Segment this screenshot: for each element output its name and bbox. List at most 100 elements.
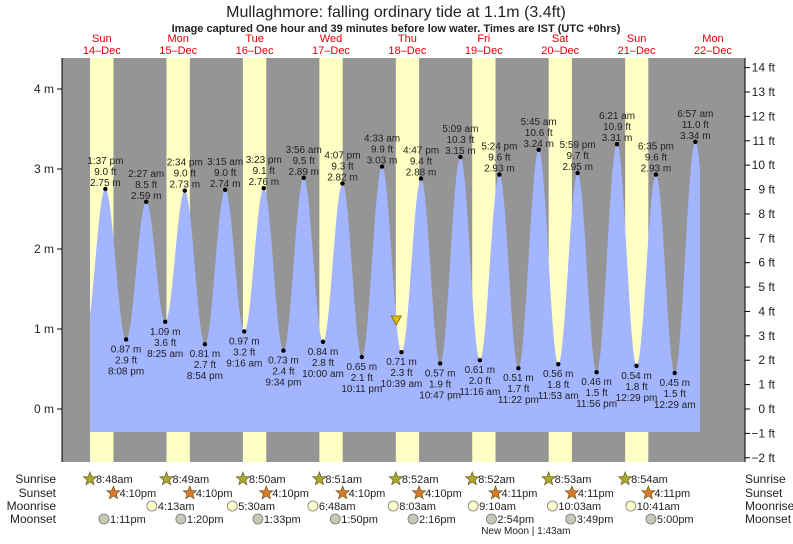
low-tide-time: 8:25 am: [147, 349, 183, 360]
low-tide-point: [123, 337, 129, 342]
moonset-moon-icon: [252, 513, 264, 525]
moonrise-moon-icon: [467, 500, 479, 512]
sunset-time: 4:10pm: [272, 488, 309, 500]
moonset-moon-icon: [407, 513, 419, 525]
right-tick-label: 5 ft: [758, 280, 775, 294]
low-tide-m-label: 0.61 m: [465, 365, 496, 376]
high-tide-point: [143, 199, 149, 204]
low-tide-ft: 1.8 ft: [547, 380, 569, 391]
low-tide-m-label: 0.81 m: [190, 349, 221, 360]
high-tide-time: 2:34 pm: [167, 158, 203, 169]
high-tide-m-label: 2.93 m: [484, 164, 515, 175]
low-tide-time: 9:34 pm: [265, 378, 301, 389]
high-tide-point: [458, 154, 463, 160]
low-tide-m-label: 0.57 m: [425, 368, 456, 379]
low-tide-time: 11:16 am: [459, 387, 500, 398]
low-tide-m-label: 0.73 m: [268, 356, 299, 367]
moonset-time: 5:00pm: [657, 514, 694, 526]
sunset-star-icon: [258, 485, 274, 500]
sunset-time: 4:10pm: [196, 488, 233, 500]
left-tick-label: 1 m: [34, 322, 54, 336]
low-tide-point: [320, 339, 326, 344]
low-tide-m-label: 0.87 m: [111, 344, 142, 355]
left-tick-label: 2 m: [34, 242, 54, 256]
right-tick-label: 11 ft: [753, 134, 776, 148]
high-tide-point: [575, 170, 580, 176]
high-tide-point: [261, 186, 266, 191]
high-tide-ft: 10.3 ft: [446, 135, 474, 146]
low-tide-time: 12:29 pm: [616, 393, 658, 404]
day-name: Sun: [627, 33, 647, 45]
low-tide-m-label: 0.56 m: [543, 369, 574, 380]
low-tide-ft: 2.9 ft: [115, 355, 137, 366]
low-tide-time: 12:29 am: [654, 400, 696, 411]
high-tide-time: 6:35 pm: [638, 142, 674, 153]
moonset-time: 1:50pm: [341, 514, 378, 526]
right-tick-label: 10 ft: [752, 158, 776, 172]
sunset-time: 4:10pm: [349, 488, 386, 500]
sunset-star-icon: [335, 485, 351, 500]
right-tick-label: 12 ft: [752, 109, 776, 123]
low-tide-point: [634, 363, 639, 368]
moonset-time: 2:54pm: [497, 514, 534, 526]
moonset-moon-icon: [565, 513, 577, 525]
sunset-time: 4:11pm: [578, 488, 614, 500]
low-tide-point: [242, 329, 247, 334]
low-tide-time: 11:56 pm: [576, 399, 617, 410]
low-tide-ft: 2.3 ft: [390, 368, 412, 379]
sunrise-star-icon: [541, 471, 557, 486]
high-tide-m-label: 2.93 m: [641, 164, 672, 175]
day-name: Fri: [477, 33, 490, 45]
sunrise-star-icon: [617, 471, 633, 486]
low-tide-time: 10:00 am: [302, 369, 344, 380]
moonset-moon-icon: [329, 513, 341, 525]
day-date: 22–Dec: [694, 45, 732, 57]
sunrise-time: 8:50am: [249, 474, 286, 486]
low-tide-m-label: 0.65 m: [347, 362, 378, 373]
high-tide-ft: 9.1 ft: [253, 166, 275, 177]
high-tide-ft: 8.5 ft: [135, 180, 157, 191]
moonrise-time: 8:03am: [399, 501, 436, 513]
high-tide-time: 3:56 am: [286, 145, 322, 156]
moonset-moon-icon: [98, 513, 110, 525]
right-tick-label: 8 ft: [758, 207, 775, 221]
moonset-time: 3:49pm: [577, 514, 614, 526]
low-tide-point: [437, 361, 443, 366]
moonset-time: 1:20pm: [187, 514, 224, 526]
low-tide-ft: 1.9 ft: [429, 379, 451, 390]
high-tide-time: 5:24 pm: [481, 142, 517, 153]
sunrise-star-icon: [311, 471, 327, 486]
low-tide-point: [516, 366, 521, 371]
left-tick-label: 3 m: [34, 162, 54, 176]
sunrise-star-icon: [82, 471, 98, 486]
low-tide-point: [281, 348, 286, 353]
day-date: 16–Dec: [236, 45, 274, 57]
moonrise-time: 6:48am: [319, 501, 356, 513]
moonrise-moon-icon: [625, 500, 637, 512]
high-tide-point: [103, 186, 108, 192]
high-tide-ft: 9.6 ft: [488, 153, 510, 164]
low-tide-point: [672, 370, 677, 376]
sunset-row-label-right: Sunset: [745, 486, 783, 500]
tide-area: [90, 141, 700, 432]
high-tide-point: [497, 172, 502, 177]
sunset-star-icon: [487, 485, 504, 500]
low-tide-point: [477, 358, 483, 363]
high-tide-point: [222, 187, 228, 192]
moonset-moon-icon: [486, 513, 497, 525]
day-date: 21–Dec: [618, 45, 656, 57]
low-tide-time: 10:47 pm: [419, 390, 461, 401]
low-tide-ft: 3.6 ft: [154, 338, 176, 349]
sunset-star-icon: [640, 485, 656, 500]
high-tide-point: [379, 164, 385, 169]
high-tide-time: 6:57 am: [677, 109, 713, 120]
low-tide-ft: 1.8 ft: [625, 382, 647, 393]
moonset-time: 1:11pm: [110, 514, 146, 526]
day-date: 18–Dec: [388, 45, 426, 57]
low-tide-point: [556, 362, 561, 367]
high-tide-m-label: 2.59 m: [131, 191, 162, 202]
low-tide-ft: 2.8 ft: [312, 358, 334, 369]
low-tide-ft: 1.5 ft: [585, 388, 607, 399]
sunset-time: 4:11pm: [654, 488, 690, 500]
